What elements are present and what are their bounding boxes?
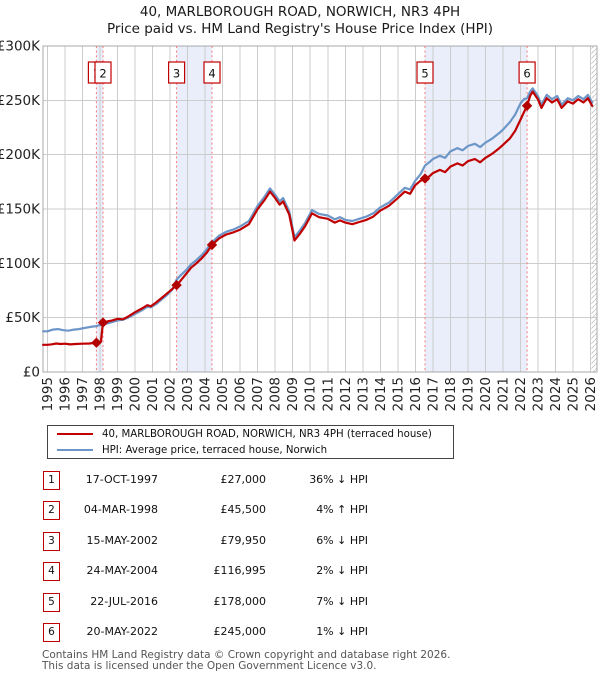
sale-vs-hpi: 7% ↓ HPI: [316, 594, 368, 608]
svg-text:4: 4: [208, 67, 215, 81]
svg-text:2006: 2006: [233, 377, 249, 411]
svg-text:2022: 2022: [513, 377, 529, 411]
svg-text:2021: 2021: [495, 377, 511, 411]
property-line: [42, 90, 594, 346]
price-chart: 1234561995199619971998199920002001200220…: [0, 39, 599, 412]
svg-text:2024: 2024: [548, 377, 564, 411]
sale-date: 17-OCT-1997: [85, 473, 158, 486]
svg-text:£300K: £300K: [0, 39, 41, 55]
svg-text:2001: 2001: [145, 377, 161, 411]
sale-number-badge: 4: [43, 562, 60, 582]
sale-price: £79,950: [220, 533, 267, 547]
sale-row-6: 6 20-MAY-2022 £245,000 1% ↓ HPI: [43, 623, 378, 644]
sale-vs-hpi: 1% ↓ HPI: [316, 625, 368, 638]
svg-text:£250K: £250K: [0, 93, 41, 109]
svg-text:6: 6: [523, 67, 530, 81]
sale-number-badge: 5: [43, 592, 60, 612]
sale-date: 20-MAY-2022: [86, 625, 158, 638]
svg-text:2003: 2003: [180, 377, 196, 411]
svg-text:2020: 2020: [478, 377, 494, 411]
svg-text:2026: 2026: [583, 377, 599, 411]
svg-text:2000: 2000: [128, 377, 144, 411]
svg-text:2016: 2016: [408, 377, 424, 411]
svg-text:£100K: £100K: [0, 256, 41, 272]
svg-text:£0: £0: [23, 365, 40, 381]
svg-text:2007: 2007: [250, 377, 266, 411]
sale-vs-hpi: 6% ↓ HPI: [316, 533, 368, 547]
sale-row-2: 2 04-MAR-1998 £45,500 4% ↑ HPI: [43, 501, 378, 522]
svg-text:2014: 2014: [373, 377, 389, 411]
sale-number-badge: 2: [43, 501, 60, 521]
svg-text:5: 5: [421, 67, 428, 81]
legend-label-hpi: HPI: Average price, terraced house, Norw…: [102, 444, 328, 456]
svg-text:2: 2: [99, 67, 106, 81]
svg-text:2019: 2019: [460, 377, 476, 411]
grid: [43, 45, 597, 373]
svg-text:2004: 2004: [198, 377, 214, 411]
svg-text:2018: 2018: [443, 377, 459, 411]
svg-text:£150K: £150K: [0, 202, 41, 218]
y-tick-labels: £0 £50K £100K £150K £200K £250K £300K: [0, 39, 41, 381]
sale-row-4: 4 24-MAY-2004 £116,995 2% ↓ HPI: [43, 562, 378, 583]
x-tick-labels: 1995 1996 1997 1998 1999 2000 2001 2002 2003 2004…: [40, 377, 599, 411]
legend-label-property: 40, MARLBOROUGH ROAD, NORWICH, NR3 4PH (…: [102, 428, 432, 440]
sale-price: £27,000: [220, 473, 267, 486]
sale-price: £45,500: [220, 503, 267, 517]
svg-text:3: 3: [173, 67, 180, 81]
svg-text:2011: 2011: [320, 377, 336, 411]
svg-text:2015: 2015: [390, 377, 406, 411]
sale-row-1: 1 17-OCT-1997 £27,000 36% ↓ HPI: [43, 471, 378, 492]
sale-date: 24-MAY-2004: [86, 564, 158, 578]
footer-line-2: This data is licensed under the Open Gov…: [42, 660, 377, 672]
property-line-swatch: [57, 433, 93, 435]
sale-price: £116,995: [213, 564, 267, 578]
svg-text:2017: 2017: [425, 377, 441, 411]
svg-text:2013: 2013: [355, 377, 371, 411]
svg-text:2023: 2023: [530, 377, 546, 411]
chart-title-line-1: 40, MARLBOROUGH ROAD, NORWICH, NR3 4PH: [139, 4, 461, 20]
sale-vs-hpi: 2% ↓ HPI: [316, 564, 368, 578]
sale-price: £178,000: [213, 594, 267, 608]
footer-line-1: Contains HM Land Registry data © Crown c…: [42, 649, 451, 661]
svg-text:2005: 2005: [215, 377, 231, 411]
sale-diamonds: [91, 100, 533, 348]
svg-text:£200K: £200K: [0, 147, 41, 163]
svg-text:1995: 1995: [40, 377, 56, 411]
svg-text:1997: 1997: [75, 377, 91, 411]
chart-title-line-2: Price paid vs. HM Land Registry's House …: [107, 21, 493, 37]
legend-item-hpi: HPI: Average price, terraced house, Norw…: [57, 444, 453, 457]
sale-number-badge: 6: [43, 623, 60, 642]
sale-row-5: 5 22-JUL-2016 £178,000 7% ↓ HPI: [43, 592, 378, 614]
svg-text:2008: 2008: [268, 377, 284, 411]
svg-text:2009: 2009: [285, 377, 301, 411]
svg-text:1998: 1998: [93, 377, 109, 411]
svg-text:1999: 1999: [110, 377, 126, 411]
sale-vs-hpi: 36% ↓ HPI: [309, 473, 368, 486]
sale-date: 04-MAR-1998: [83, 503, 158, 517]
svg-text:1996: 1996: [58, 377, 74, 411]
legend-item-property: 40, MARLBOROUGH ROAD, NORWICH, NR3 4PH (…: [57, 428, 453, 441]
sale-price: £245,000: [213, 625, 267, 638]
sale-date: 22-JUL-2016: [90, 594, 158, 608]
legend: 40, MARLBOROUGH ROAD, NORWICH, NR3 4PH (…: [47, 425, 454, 459]
plot-border: [42, 45, 598, 373]
sale-row-3: 3 15-MAY-2002 £79,950 6% ↓ HPI: [43, 531, 378, 553]
hpi-line-swatch: [57, 449, 93, 451]
sale-number-badge: 3: [43, 531, 60, 551]
sale-number-boxes: 123456: [87, 61, 536, 84]
sale-date: 15-MAY-2002: [86, 533, 158, 547]
svg-text:£50K: £50K: [5, 310, 41, 326]
sale-number-badge: 1: [43, 471, 60, 490]
sales-table: 1 17-OCT-1997 £27,000 36% ↓ HPI 2 04-MAR-1998…: [43, 471, 383, 656]
svg-text:2010: 2010: [303, 377, 319, 411]
hpi-line: [42, 87, 594, 333]
svg-text:2025: 2025: [566, 377, 582, 411]
sale-vs-hpi: 4% ↑ HPI: [316, 503, 368, 517]
svg-text:2002: 2002: [163, 377, 179, 411]
svg-text:2012: 2012: [338, 377, 354, 411]
